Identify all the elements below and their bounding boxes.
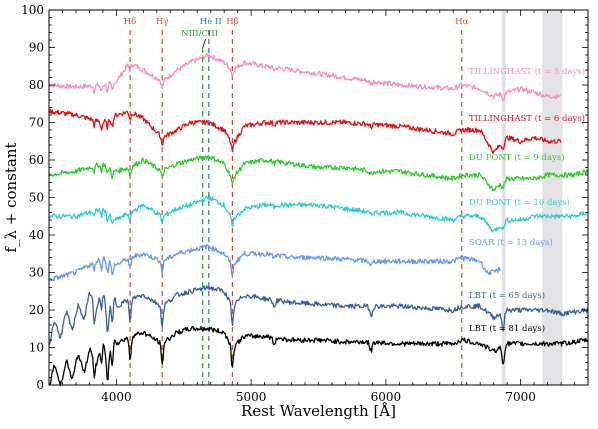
series-epoch: (t = 65 days) — [489, 290, 545, 301]
series-instrument: LBT — [469, 324, 489, 334]
x-axis-ticks: 4000 5000 6000 7000 — [48, 10, 589, 404]
x-axis-label: Rest Wavelength [Å] — [241, 402, 396, 420]
series-epoch: (t = 81 days) — [489, 323, 545, 334]
series-instrument: TILLINGHAST — [469, 114, 535, 124]
series-epoch: (t = 13 days) — [497, 237, 553, 248]
y-axis-label: f_λ + constant — [2, 142, 20, 252]
series-labels: TILLINGHAST (t = 5 days)TILLINGHAST (t =… — [469, 66, 585, 334]
x-tick-label: 4000 — [101, 390, 132, 404]
leader-line — [202, 38, 206, 49]
y-tick-label: 80 — [29, 78, 44, 92]
line-marker-label: Hγ — [156, 17, 169, 27]
series-epoch: (t = 6 days) — [535, 113, 585, 124]
y-tick-label: 100 — [21, 3, 44, 17]
y-tick-label: 0 — [36, 378, 44, 392]
spectrum-line — [48, 154, 589, 192]
spectrum-line — [48, 195, 589, 233]
y-tick-label: 70 — [29, 116, 44, 130]
series-instrument: SOAR — [469, 238, 497, 248]
series-epoch: (t = 10 days) — [514, 197, 570, 208]
telluric-bands — [501, 10, 563, 385]
y-tick-label: 10 — [29, 341, 44, 355]
y-tick-label: 90 — [29, 41, 44, 55]
line-marker-label: NIII/CIII — [181, 29, 218, 39]
series-label: SOAR (t = 13 days) — [469, 237, 553, 248]
spectrum-line — [48, 325, 588, 387]
spectrum-line — [48, 52, 562, 102]
series-label: DU PONT (t = 10 days) — [469, 197, 570, 208]
telluric-band — [542, 10, 563, 385]
series-label: LBT (t = 81 days) — [469, 323, 545, 334]
y-tick-label: 20 — [29, 303, 44, 317]
line-marker-label: Hβ — [226, 17, 238, 27]
series-label: DU PONT (t = 9 days) — [469, 152, 565, 163]
y-tick-label: 40 — [29, 228, 44, 242]
line-markers: Hδ Hγ NIII/CIII He II Hβ Hα — [124, 17, 469, 385]
x-tick-label: 6000 — [371, 390, 402, 404]
series-instrument: DU PONT — [469, 153, 514, 163]
y-tick-label: 60 — [29, 153, 44, 167]
spectrum-line — [48, 243, 501, 282]
series-label: TILLINGHAST (t = 6 days) — [469, 113, 585, 124]
series-instrument: LBT — [469, 291, 489, 301]
spectrum-line — [48, 108, 562, 155]
y-tick-label: 30 — [29, 266, 44, 280]
spectrum-line — [48, 285, 589, 346]
line-marker-label: Hδ — [124, 17, 137, 27]
x-tick-label: 5000 — [236, 390, 267, 404]
series-label: LBT (t = 65 days) — [469, 290, 545, 301]
series-label: TILLINGHAST (t = 5 days) — [469, 66, 585, 77]
x-tick-label: 7000 — [505, 390, 536, 404]
line-marker-label: Hα — [455, 17, 468, 27]
telluric-band — [501, 10, 506, 385]
series-instrument: DU PONT — [469, 198, 514, 208]
y-tick-label: 50 — [29, 191, 44, 205]
spectra-series — [48, 52, 589, 387]
series-epoch: (t = 9 days) — [514, 152, 564, 163]
series-epoch: (t = 5 days) — [535, 66, 585, 77]
line-marker-label: He II — [200, 17, 222, 27]
series-instrument: TILLINGHAST — [469, 67, 535, 77]
y-axis-ticks: 0 10 20 30 40 50 60 70 80 90 100 — [21, 3, 588, 392]
